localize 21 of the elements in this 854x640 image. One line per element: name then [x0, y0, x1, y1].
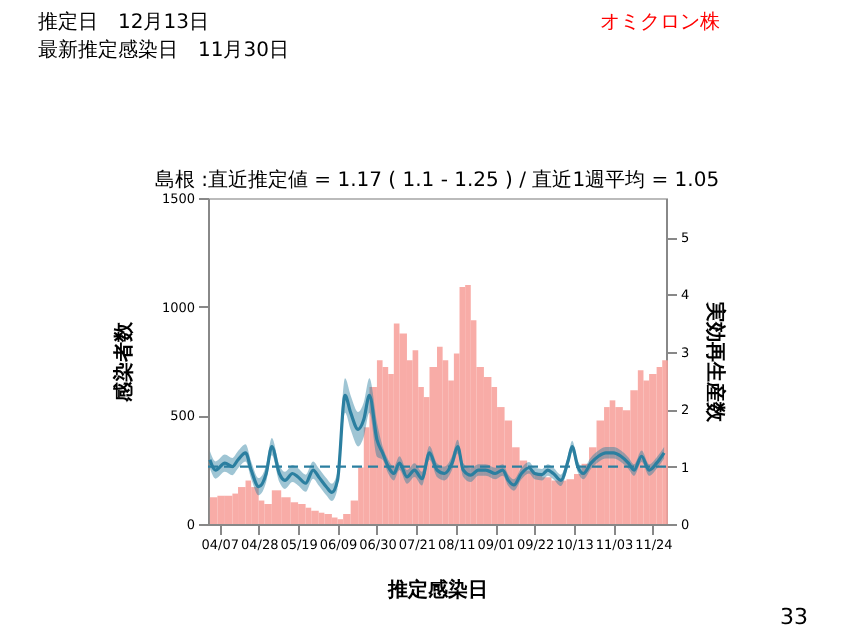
y-axis-title: 感染者数: [111, 320, 136, 404]
bar: [465, 284, 471, 524]
bar: [331, 517, 338, 524]
bar: [566, 479, 575, 524]
text: 推定日 12月13日: [38, 10, 209, 34]
line-series: [208, 393, 666, 495]
bar: [251, 487, 259, 524]
x-axis-title: 推定感染日: [386, 578, 488, 602]
text: 最新推定感染日 11月30日: [38, 38, 289, 62]
text: オミクロン株: [600, 10, 720, 34]
bar: [542, 477, 552, 524]
y2-axis-title: 実効再生産数: [703, 300, 728, 424]
text: 33: [780, 604, 808, 630]
bar: [298, 504, 306, 524]
bar: [662, 360, 668, 524]
bar: [376, 360, 383, 524]
bar: [224, 495, 233, 524]
bar: [437, 346, 443, 524]
bar: [324, 514, 332, 524]
bar: [209, 497, 218, 524]
chart-title: 島根 :直近推定値 = 1.17 ( 1.1 - 1.25 ) / 直近1週平均 = 1.05: [154, 168, 720, 192]
